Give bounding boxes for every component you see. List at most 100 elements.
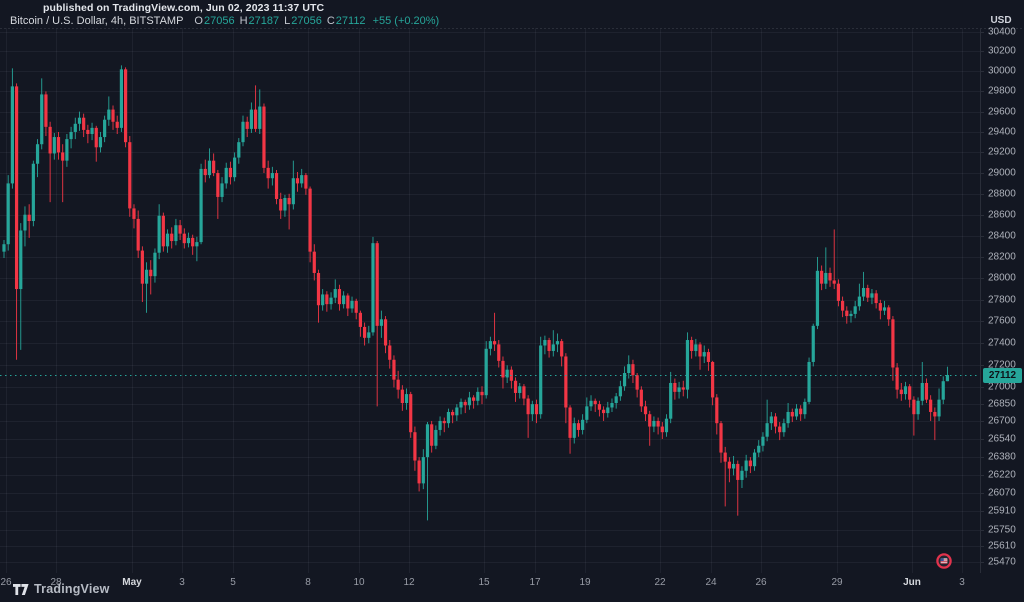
- candle-body: [388, 345, 392, 360]
- candle-body: [669, 382, 673, 419]
- us-economic-event-icon[interactable]: [936, 553, 952, 569]
- tradingview-wordmark: TradingView: [34, 582, 110, 596]
- time-tick-label: Jun: [903, 577, 921, 588]
- candle-body: [924, 382, 929, 400]
- candle-body: [606, 407, 610, 414]
- candle-body: [98, 137, 103, 148]
- candle-body: [551, 344, 555, 351]
- candle-body: [807, 361, 811, 402]
- candle-body: [237, 142, 241, 158]
- candle-body: [505, 369, 509, 378]
- candle-body: [140, 250, 144, 284]
- candle-body: [786, 411, 790, 424]
- candle-body: [853, 306, 857, 314]
- price-tick-label: 27800: [988, 294, 1016, 306]
- candle-body: [404, 394, 409, 404]
- candle-body: [534, 404, 539, 415]
- candle-body: [212, 160, 216, 174]
- candle-body: [417, 460, 421, 484]
- price-change: +55 (+0.20%): [372, 15, 440, 27]
- candle-body: [589, 400, 593, 407]
- candle-body: [316, 272, 321, 306]
- symbol-title: Bitcoin / U.S. Dollar, 4h, BITSTAMP: [10, 15, 184, 27]
- candle-body: [245, 121, 249, 129]
- candle-body: [136, 218, 140, 251]
- tradingview-logo[interactable]: TradingView: [13, 582, 110, 596]
- candle-body: [878, 303, 882, 311]
- candle-body: [841, 300, 845, 311]
- candle-body: [31, 163, 35, 222]
- candle-body: [895, 367, 899, 390]
- candle-body: [472, 397, 476, 401]
- candle-body: [434, 429, 438, 446]
- candle-body: [262, 106, 266, 168]
- candle-body: [782, 423, 786, 433]
- candle-body: [107, 109, 111, 120]
- candle-body: [702, 352, 706, 357]
- candle-body: [757, 445, 761, 453]
- candle-body: [597, 404, 602, 410]
- candle-body: [773, 416, 778, 427]
- ohlc-close: C 27112: [326, 15, 366, 27]
- price-tick-label: 30400: [988, 26, 1016, 38]
- candle-body: [660, 426, 664, 433]
- candle-body: [740, 470, 744, 480]
- candle-body: [803, 401, 807, 415]
- candle-body: [635, 375, 639, 390]
- candle-body: [362, 326, 367, 338]
- candle-body: [908, 386, 912, 400]
- candle-body: [153, 252, 157, 277]
- time-tick-label: 26: [0, 577, 12, 588]
- candle-body: [191, 237, 195, 247]
- candle-body: [903, 386, 908, 395]
- candle-body: [128, 142, 132, 209]
- candle-body: [392, 359, 396, 380]
- candle-body: [861, 287, 866, 297]
- time-tick-label: 17: [529, 577, 541, 588]
- candle-body: [266, 167, 270, 179]
- candle-body: [845, 310, 849, 317]
- candle-body: [824, 272, 828, 284]
- candle-body: [484, 348, 488, 396]
- price-tick-label: 26850: [988, 398, 1016, 410]
- time-tick-label: 15: [478, 577, 490, 588]
- candle-body: [228, 167, 233, 178]
- candle-body: [778, 426, 782, 433]
- time-tick-label: May: [122, 577, 142, 588]
- candle-body: [648, 414, 652, 427]
- candle-body: [115, 121, 119, 128]
- candle-body: [828, 272, 832, 281]
- candle-body: [321, 294, 325, 306]
- candle-body: [643, 406, 648, 415]
- candle-body: [170, 233, 174, 242]
- price-tick-label: 28800: [988, 188, 1016, 200]
- candle-body: [350, 300, 354, 309]
- candle-body: [564, 356, 568, 408]
- chart-canvas[interactable]: [0, 0, 1024, 573]
- candle-body: [19, 230, 23, 290]
- candle-body: [249, 109, 253, 129]
- candle-body: [866, 287, 870, 298]
- candle-body: [161, 215, 165, 247]
- candle-body: [342, 295, 346, 305]
- candle-body: [761, 436, 765, 446]
- candle-body: [891, 319, 895, 368]
- price-tick-label: 28400: [988, 230, 1016, 242]
- candle-body: [815, 270, 820, 326]
- candle-body: [455, 407, 459, 416]
- candle-body: [446, 411, 451, 424]
- symbol-header: Bitcoin / U.S. Dollar, 4h, BITSTAMP O 270…: [10, 15, 439, 27]
- currency-label: USD: [990, 15, 1012, 26]
- candle-body: [354, 300, 358, 313]
- candle-body: [681, 387, 685, 390]
- time-tick-label: 24: [705, 577, 717, 588]
- candle-body: [518, 386, 522, 393]
- candle-body: [568, 407, 572, 438]
- price-tick-label: 25910: [988, 505, 1016, 517]
- candle-body: [463, 401, 467, 406]
- candle-body: [23, 214, 27, 231]
- candle-body: [610, 403, 614, 408]
- candle-body: [182, 233, 186, 244]
- candle-body: [430, 424, 434, 446]
- candle-body: [513, 380, 518, 393]
